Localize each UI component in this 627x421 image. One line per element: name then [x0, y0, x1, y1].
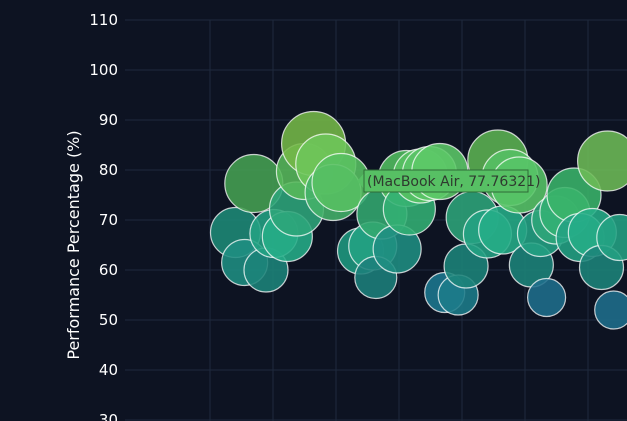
y-tick-label: 100 [89, 61, 118, 79]
hover-tooltip: (MacBook Air, 77.76321) [357, 169, 541, 193]
y-tick-label: 60 [99, 261, 118, 279]
y-tick-label: 50 [99, 311, 118, 329]
tooltip-text: (MacBook Air, 77.76321) [367, 174, 541, 190]
bubble-point[interactable] [594, 290, 627, 330]
y-tick-label: 90 [99, 111, 118, 129]
tooltip-box [363, 169, 529, 193]
y-axis-ticks: 30 40 50 60 70 80 90 100 110 [89, 11, 118, 421]
bubble-point[interactable] [596, 213, 627, 262]
y-tick-label: 30 [99, 411, 118, 421]
bubble-point[interactable] [577, 130, 627, 192]
y-tick-label: 40 [99, 361, 118, 379]
y-axis-title: Performance Percentage (%) [64, 130, 83, 359]
y-tick-label: 80 [99, 161, 118, 179]
bubble-point[interactable] [526, 277, 567, 318]
y-tick-label: 70 [99, 211, 118, 229]
y-tick-label: 110 [89, 11, 118, 29]
